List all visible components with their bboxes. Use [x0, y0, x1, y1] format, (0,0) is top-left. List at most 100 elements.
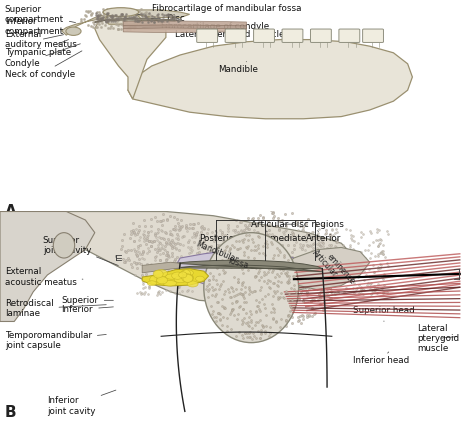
Point [231, 294, 238, 301]
Point [109, 14, 116, 21]
Point [252, 297, 260, 303]
Point [145, 247, 153, 254]
Point [283, 227, 290, 234]
Point [173, 240, 181, 247]
Point [238, 279, 246, 286]
Point [312, 222, 319, 228]
Point [185, 236, 193, 243]
Point [160, 246, 168, 253]
Point [366, 228, 374, 235]
Point [144, 261, 151, 268]
Point [256, 334, 264, 341]
Point [84, 9, 91, 16]
Point [296, 269, 303, 275]
Point [260, 301, 267, 308]
Point [339, 270, 347, 277]
Point [241, 330, 248, 337]
Point [275, 269, 283, 276]
Point [277, 316, 284, 323]
Point [174, 281, 182, 288]
Point [137, 5, 145, 12]
Point [370, 269, 378, 275]
Point [189, 261, 196, 268]
Point [120, 15, 128, 22]
Point [260, 214, 267, 221]
Point [245, 284, 253, 291]
Point [357, 286, 365, 293]
Point [204, 225, 211, 232]
Point [125, 25, 133, 31]
Point [205, 277, 213, 284]
Point [250, 283, 257, 289]
Point [198, 223, 206, 230]
Point [349, 251, 356, 258]
Point [251, 273, 259, 280]
Point [248, 289, 255, 296]
Point [278, 217, 285, 223]
Point [303, 238, 310, 244]
Point [113, 17, 121, 24]
Point [112, 20, 119, 27]
Point [127, 227, 135, 234]
Point [265, 231, 273, 237]
Point [323, 251, 330, 258]
Point [247, 251, 255, 258]
Point [245, 232, 252, 239]
Point [117, 13, 124, 19]
Point [237, 285, 245, 292]
Point [270, 239, 278, 246]
Point [322, 229, 330, 236]
Point [229, 306, 237, 313]
Point [332, 264, 339, 271]
Point [322, 269, 329, 275]
Point [283, 303, 291, 310]
Point [346, 244, 354, 250]
Point [255, 268, 263, 275]
Point [184, 243, 191, 250]
Text: Temporomandibular
joint capsule: Temporomandibular joint capsule [5, 331, 106, 350]
Point [380, 289, 388, 296]
Point [229, 226, 237, 233]
Point [357, 284, 365, 291]
Point [253, 243, 261, 250]
Point [273, 245, 281, 252]
Point [264, 241, 271, 247]
Point [347, 234, 355, 241]
Point [172, 269, 180, 276]
Point [349, 285, 356, 292]
Point [282, 261, 289, 268]
Point [84, 22, 91, 28]
Point [230, 233, 238, 240]
Point [316, 279, 323, 286]
Point [162, 271, 170, 277]
Point [299, 227, 306, 234]
Point [103, 11, 111, 18]
Point [250, 287, 258, 294]
Point [297, 319, 305, 326]
Point [184, 286, 191, 293]
Point [243, 245, 251, 252]
Point [97, 16, 105, 22]
Point [314, 262, 322, 269]
Point [208, 277, 215, 283]
Point [168, 249, 175, 256]
Point [231, 281, 239, 288]
Point [144, 16, 151, 23]
Point [270, 234, 278, 241]
Point [178, 255, 186, 262]
Point [214, 310, 221, 317]
Point [281, 317, 289, 324]
Point [273, 260, 281, 266]
Point [315, 291, 323, 297]
Point [295, 291, 302, 298]
Point [259, 250, 267, 256]
Point [333, 277, 341, 284]
Point [240, 236, 248, 243]
Point [128, 8, 136, 15]
Point [97, 15, 104, 22]
Point [234, 311, 241, 318]
Point [378, 274, 386, 281]
Point [103, 8, 110, 14]
Point [255, 233, 262, 239]
Point [207, 253, 214, 260]
